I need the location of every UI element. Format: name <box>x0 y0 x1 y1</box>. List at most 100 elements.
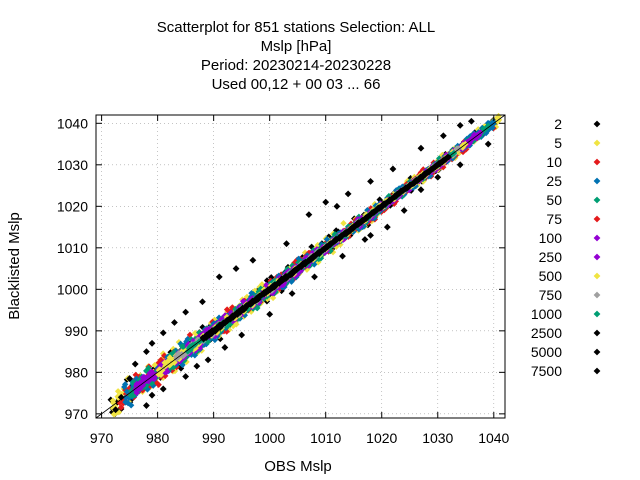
outlier-point <box>221 344 229 351</box>
data-point <box>227 309 235 316</box>
y-tick-label: 1030 <box>57 157 88 173</box>
legend-marker <box>593 120 601 128</box>
y-tick-label: 980 <box>65 364 89 380</box>
legend-marker <box>593 177 601 185</box>
legend-marker <box>593 310 601 318</box>
outlier-point <box>266 310 274 318</box>
data-point <box>355 213 363 220</box>
legend-label: 1000 <box>531 306 562 322</box>
outlier-point <box>333 202 341 210</box>
data-point <box>167 351 174 359</box>
legend-label: 2500 <box>531 325 562 341</box>
data-point <box>148 379 156 387</box>
y-axis-ticks: 970 980 990 1000 1010 1020 1030 1040 <box>57 115 505 422</box>
chart-title-line-3: Period: 20230214-20230228 <box>201 57 391 74</box>
legend-marker <box>593 291 601 299</box>
legend-label: 5 <box>554 135 562 151</box>
data-point <box>211 316 218 324</box>
data-point <box>148 368 155 375</box>
data-point <box>166 361 174 369</box>
data-point <box>191 329 199 337</box>
data-point <box>436 155 443 162</box>
x-tick-label: 980 <box>146 430 170 446</box>
data-point <box>133 380 140 388</box>
outlier-point <box>305 211 313 219</box>
data-point <box>109 397 117 404</box>
data-point <box>121 383 128 391</box>
outlier-point <box>249 256 257 264</box>
data-point <box>484 122 492 130</box>
data-point <box>233 321 240 328</box>
outlier-point <box>344 190 352 198</box>
y-tick-label: 1000 <box>57 281 88 297</box>
data-point <box>211 336 219 344</box>
data-point <box>453 145 461 152</box>
y-tick-label: 1020 <box>57 198 88 214</box>
data-point <box>243 302 250 309</box>
outlier-point <box>199 298 206 306</box>
x-tick-label: 1030 <box>422 430 453 446</box>
x-tick-label: 1020 <box>366 430 397 446</box>
chart-title-line-4: Used 00,12 + 00 03 ... 66 <box>212 76 381 93</box>
data-point <box>127 402 135 409</box>
x-axis-label: OBS Mslp <box>264 458 332 475</box>
outlier-point <box>288 290 296 297</box>
outlier-point <box>417 186 425 194</box>
outlier-point <box>322 198 330 206</box>
x-axis-ticks: 970 980 990 1000 1010 1020 1030 1040 <box>90 115 510 446</box>
outlier-point <box>389 165 397 173</box>
outlier-point <box>417 144 425 152</box>
legend-label: 75 <box>546 211 562 227</box>
grid-lines <box>96 115 505 418</box>
x-tick-label: 1040 <box>478 430 509 446</box>
data-point <box>163 368 171 375</box>
data-point <box>471 131 478 138</box>
legend-marker <box>593 253 601 261</box>
data-point <box>340 219 347 227</box>
outlier-point <box>159 385 167 393</box>
legend-marker <box>593 158 601 166</box>
legend-label: 7500 <box>531 363 562 379</box>
outlier-point <box>367 178 374 185</box>
data-point <box>223 306 231 313</box>
data-point <box>114 388 122 395</box>
legend-marker <box>593 196 601 204</box>
data-point <box>171 367 179 375</box>
outlier-point <box>215 273 223 281</box>
y-axis-label: Blacklisted Mslp <box>6 212 23 320</box>
outlier-points <box>112 117 492 414</box>
legend-marker <box>593 234 601 242</box>
identity-line <box>95 114 506 419</box>
outlier-point <box>143 402 150 409</box>
legend-label: 5000 <box>531 344 562 360</box>
scatter-points <box>107 112 503 418</box>
y-tick-label: 970 <box>65 406 89 422</box>
outlier-point <box>467 117 475 125</box>
data-point <box>118 390 125 398</box>
outlier-point <box>383 223 391 231</box>
outlier-point <box>439 132 447 140</box>
data-point <box>139 382 146 389</box>
outlier-point <box>182 308 190 316</box>
data-point <box>270 282 277 289</box>
outlier-point <box>143 348 150 355</box>
legend-label: 25 <box>546 173 562 189</box>
y-tick-label: 1040 <box>57 115 88 131</box>
outlier-point <box>126 375 134 382</box>
legend-marker <box>593 348 601 356</box>
data-point <box>114 393 121 400</box>
outlier-point <box>283 240 290 248</box>
data-point <box>166 354 174 361</box>
data-point <box>215 314 223 321</box>
outlier-point <box>193 362 201 370</box>
outlier-point <box>400 207 408 214</box>
outlier-point <box>232 265 240 272</box>
data-point <box>142 383 149 390</box>
legend-label: 750 <box>539 287 563 303</box>
outlier-point <box>456 161 464 169</box>
x-tick-label: 1010 <box>310 430 341 446</box>
data-point <box>145 378 152 385</box>
legend-label: 250 <box>539 249 563 265</box>
data-point <box>122 398 129 405</box>
data-point <box>459 142 467 149</box>
